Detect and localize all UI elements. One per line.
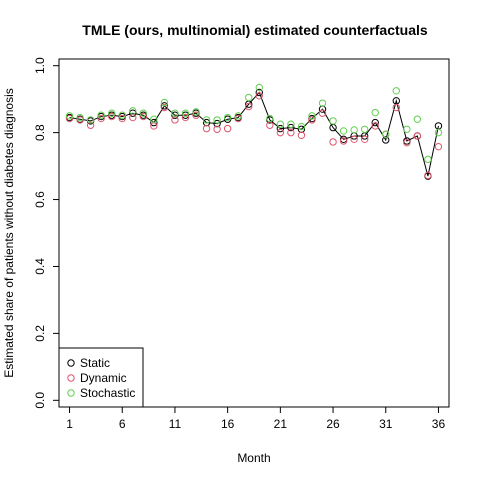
data-point bbox=[372, 109, 378, 115]
x-tick-label: 6 bbox=[119, 417, 126, 431]
series-stochastic bbox=[66, 84, 441, 162]
y-tick-label: 0.6 bbox=[33, 191, 47, 208]
x-axis: 1 6 11 16 21 26 31 36 bbox=[66, 407, 445, 431]
data-point bbox=[435, 143, 441, 149]
x-axis-label: Month bbox=[237, 451, 270, 465]
y-tick-label: 1.0 bbox=[33, 57, 47, 74]
series-lines bbox=[70, 92, 439, 176]
series-dynamic bbox=[66, 93, 441, 179]
data-point bbox=[130, 114, 136, 120]
legend-label-static: Static bbox=[80, 356, 110, 370]
x-tick-label: 26 bbox=[326, 417, 340, 431]
data-point bbox=[340, 128, 346, 134]
data-point bbox=[330, 118, 336, 124]
y-tick-label: 0.2 bbox=[33, 325, 47, 342]
data-point bbox=[425, 156, 431, 162]
data-point bbox=[393, 88, 399, 94]
y-axis-label: Estimated share of patients without diab… bbox=[2, 88, 16, 378]
legend-label-dynamic: Dynamic bbox=[80, 371, 127, 385]
legend-label-stochastic: Stochastic bbox=[80, 386, 135, 400]
data-point bbox=[277, 129, 283, 135]
series-static bbox=[66, 89, 441, 179]
data-point bbox=[404, 126, 410, 132]
data-point bbox=[224, 125, 230, 131]
x-tick-label: 11 bbox=[169, 417, 182, 431]
data-point bbox=[172, 117, 178, 123]
x-tick-label: 16 bbox=[221, 417, 235, 431]
data-point bbox=[277, 121, 283, 127]
y-tick-label: 0.4 bbox=[33, 258, 47, 275]
data-point bbox=[351, 127, 357, 133]
x-tick-label: 31 bbox=[379, 417, 393, 431]
data-point bbox=[319, 100, 325, 106]
chart-title: TMLE (ours, multinomial) estimated count… bbox=[82, 22, 428, 38]
data-point bbox=[414, 116, 420, 122]
legend: Static Dynamic Stochastic bbox=[59, 348, 143, 407]
x-tick-label: 21 bbox=[274, 417, 288, 431]
data-point bbox=[330, 139, 336, 145]
data-point bbox=[298, 132, 304, 138]
x-tick-label: 36 bbox=[432, 417, 446, 431]
data-point bbox=[203, 125, 209, 131]
series-line-static bbox=[70, 92, 439, 176]
data-point bbox=[361, 126, 367, 132]
x-tick-label: 1 bbox=[66, 417, 73, 431]
data-point bbox=[435, 129, 441, 135]
data-point bbox=[246, 94, 252, 100]
y-tick-label: 0.0 bbox=[33, 392, 47, 409]
y-tick-label: 0.8 bbox=[33, 124, 47, 141]
y-axis: 0.0 0.2 0.4 0.6 0.8 1.0 bbox=[33, 57, 59, 409]
